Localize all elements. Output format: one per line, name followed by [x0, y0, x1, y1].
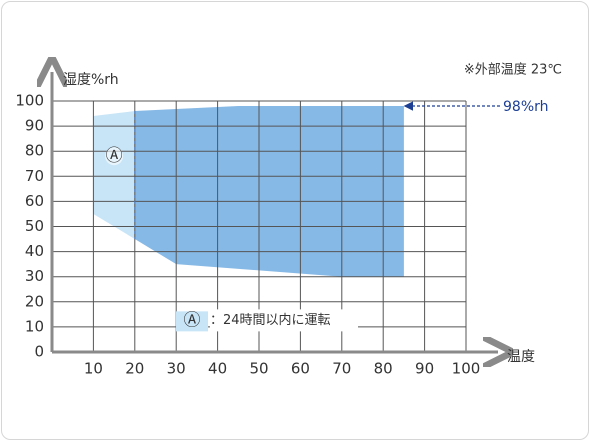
x-tick-label: 10	[84, 360, 103, 378]
y-tick-label: 90	[25, 117, 44, 135]
x-tick-label: 60	[291, 360, 310, 378]
y-tick-label: 100	[15, 92, 44, 110]
x-axis-label: 温度	[507, 349, 535, 365]
region-label: Ⓐ	[106, 146, 123, 166]
legend-marker: Ⓐ	[184, 310, 201, 330]
y-tick-label: 10	[25, 317, 44, 335]
x-tick-label: 30	[167, 360, 186, 378]
plot: 0 10 20 30 40 50 60 70 80 90 100 10 20 30 40 50 60 70 80 90…	[15, 72, 556, 378]
note: ※外部温度 23℃	[464, 62, 562, 78]
legend-bg	[210, 309, 358, 332]
annotation-label: 98%rh	[503, 99, 549, 115]
x-tick-label: 90	[415, 360, 434, 378]
region	[134, 106, 404, 277]
y-axis-label: 湿度%rh	[63, 72, 119, 88]
x-tick-label: 70	[332, 360, 351, 378]
y-tick-label: 20	[25, 292, 44, 310]
y-tick-label: 70	[25, 167, 44, 185]
legend-text: ：24時間以内に運転	[210, 312, 331, 328]
x-tick-label: 40	[208, 360, 227, 378]
x-tick-label: 20	[125, 360, 144, 378]
x-tick-label: 80	[374, 360, 393, 378]
y-tick-label: 50	[25, 217, 44, 235]
x-tick-label: 100	[452, 360, 481, 378]
y-tick-label: 30	[25, 267, 44, 285]
y-tick-label: 0	[34, 343, 44, 361]
legend-swatch	[176, 311, 208, 332]
y-tick-label: 80	[25, 142, 44, 160]
x-tick-label: 50	[249, 360, 268, 378]
region	[93, 111, 135, 240]
region-marker-bg	[105, 147, 124, 166]
y-tick-label: 40	[25, 242, 44, 260]
y-tick-label: 60	[25, 192, 44, 210]
annotation-bg	[500, 96, 556, 117]
